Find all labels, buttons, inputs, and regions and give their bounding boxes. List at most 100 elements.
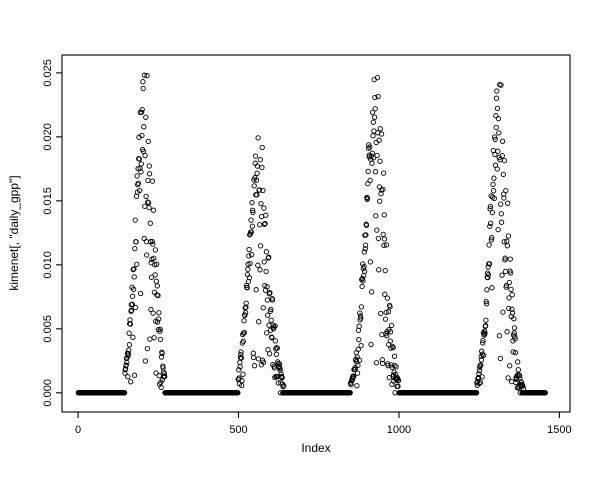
data-point-circle	[151, 335, 157, 341]
data-point-circle	[505, 375, 511, 381]
data-point-circle	[131, 274, 137, 280]
data-point-circle	[358, 304, 365, 310]
data-point-circle	[257, 156, 263, 163]
data-point-circle	[489, 235, 495, 241]
x-tick-label: 1500	[547, 424, 571, 436]
data-point-circle	[489, 209, 495, 216]
data-point-circle	[268, 306, 274, 313]
data-point-circle	[380, 170, 387, 176]
data-point-circle	[142, 358, 149, 364]
data-point-circle	[498, 219, 505, 225]
data-point-circle	[501, 239, 507, 245]
data-point-circle	[509, 310, 516, 316]
data-point-circle	[129, 293, 136, 299]
data-point-circle	[381, 236, 388, 242]
data-point-circle	[477, 363, 483, 369]
data-point-circle	[389, 364, 395, 370]
data-point-circle	[278, 379, 284, 386]
data-point-circle	[487, 203, 494, 210]
data-point-circle	[157, 328, 163, 334]
data-point-circle	[141, 124, 147, 130]
data-point-circle	[486, 261, 493, 267]
data-point-circle	[263, 212, 269, 218]
data-point-circle	[482, 330, 488, 337]
data-point-circle	[261, 205, 267, 211]
data-point-circle	[274, 345, 280, 351]
data-point-circle	[372, 169, 379, 175]
data-point-circle	[489, 285, 495, 291]
data-point-circle	[362, 242, 369, 248]
data-point-circle	[382, 316, 389, 322]
data-point-circle	[277, 390, 284, 396]
data-point-circle	[378, 310, 384, 317]
data-point-circle	[236, 375, 242, 381]
data-point-circle	[521, 390, 528, 396]
data-point-circle	[354, 383, 360, 389]
data-point-circle	[387, 329, 394, 335]
data-point-circle	[485, 271, 492, 278]
data-point-circle	[480, 337, 486, 344]
data-point-circle	[490, 188, 497, 194]
data-point-circle	[128, 307, 135, 314]
data-point-circle	[479, 348, 485, 354]
data-point-circle	[365, 168, 371, 175]
x-tick-label: 1000	[387, 424, 411, 436]
data-point-circle	[154, 319, 161, 325]
data-point-circle	[387, 338, 393, 344]
data-point-circle	[369, 289, 375, 295]
data-point-circle	[485, 264, 491, 270]
data-point-circle	[240, 371, 246, 377]
data-point-circle	[392, 390, 398, 396]
data-point-circle	[125, 350, 132, 357]
data-point-circle	[493, 124, 499, 131]
data-point-circle	[503, 282, 510, 289]
data-point-circle	[356, 323, 362, 329]
data-point-circle	[358, 342, 364, 349]
data-point-circle	[250, 350, 256, 356]
data-point-circle	[364, 194, 370, 201]
data-point-circle	[361, 268, 368, 274]
data-point-circle	[487, 223, 493, 230]
data-point-circle	[509, 306, 515, 312]
data-point-circle	[371, 114, 378, 120]
data-point-circle	[380, 231, 386, 238]
data-point-circle	[154, 261, 160, 267]
data-point-circle	[145, 138, 151, 145]
data-point-circle	[361, 249, 367, 255]
data-point-circle	[497, 355, 504, 362]
data-point-circle	[482, 323, 489, 329]
data-point-circle	[126, 330, 132, 336]
data-point-circle	[377, 198, 383, 204]
data-point-circle	[143, 114, 149, 120]
data-point-circle	[475, 374, 482, 381]
data-point-circle	[370, 133, 376, 139]
data-point-circle	[493, 113, 499, 119]
data-point-circle	[358, 315, 364, 321]
data-point-circle	[499, 153, 505, 159]
data-point-circle	[253, 177, 260, 183]
data-point-circle	[360, 278, 366, 284]
data-point-circle	[362, 246, 368, 252]
data-point-circle	[238, 349, 244, 355]
data-point-circle	[123, 362, 129, 368]
data-point-circle	[375, 93, 381, 100]
data-point-circle	[488, 237, 495, 243]
data-point-circle	[132, 304, 139, 311]
data-point-circle	[249, 223, 255, 229]
data-point-circle	[255, 262, 261, 268]
data-point-circle	[357, 313, 364, 319]
data-point-circle	[269, 335, 275, 341]
data-point-circle	[126, 347, 132, 353]
data-point-circle	[252, 153, 259, 159]
data-point-circle	[125, 353, 131, 359]
data-point-circle	[153, 370, 159, 376]
data-point-circle	[132, 217, 138, 223]
data-point-circle	[256, 319, 262, 325]
data-point-circle	[132, 245, 138, 252]
data-point-circle	[125, 374, 131, 380]
data-point-circle	[137, 290, 144, 297]
data-point-circle	[508, 378, 515, 385]
data-point-circle	[508, 286, 514, 293]
data-point-circle	[504, 243, 511, 249]
data-point-circle	[378, 191, 384, 197]
